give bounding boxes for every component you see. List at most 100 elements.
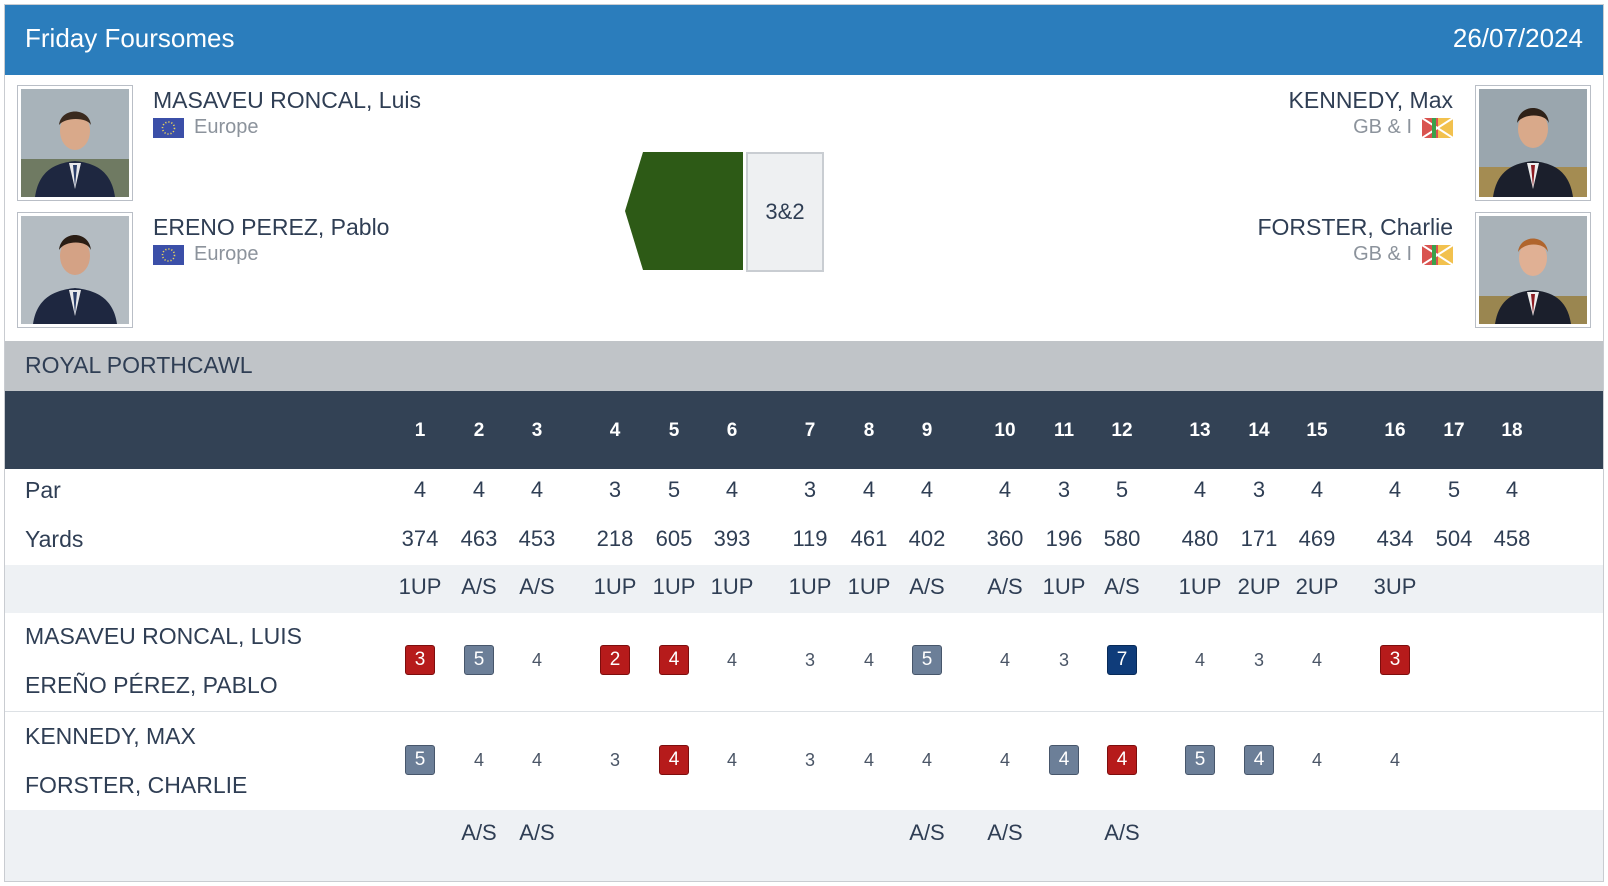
match-status-value: 1UP (1042, 574, 1086, 599)
row-divider (5, 711, 1603, 712)
par-value: 4 (920, 477, 934, 502)
player-photo-masaveu[interactable] (17, 85, 133, 201)
par-value: 4 (862, 477, 876, 502)
result-arrow-icon (625, 152, 743, 270)
score-value: 2 (600, 645, 630, 675)
match-status-value: 1UP (398, 574, 442, 599)
player-portrait-icon (21, 216, 129, 324)
team1-hole-score: 4 (507, 643, 567, 677)
match-status-value: 1UP (652, 574, 696, 599)
player-photo-ereno[interactable] (17, 212, 133, 328)
player-team: Europe (153, 243, 259, 266)
holes-header: 1 2 3 4 5 6 7 8 9 10 11 12 13 14 15 16 17 18 (5, 391, 1603, 469)
par-value: 3 (803, 477, 817, 502)
score-value: 4 (659, 645, 689, 675)
match-status-value: 3UP (1373, 574, 1417, 599)
team1-hole-score: 3 (390, 643, 450, 677)
team1-player-2: EREÑO PÉREZ, PABLO (25, 672, 278, 698)
match-status-value: 1UP (593, 574, 637, 599)
score-value: 4 (863, 749, 874, 770)
yards-value: 434 (1376, 526, 1414, 551)
yards-value: 171 (1240, 526, 1278, 551)
par-value: 4 (472, 477, 486, 502)
yards-value: 374 (401, 526, 439, 551)
score-value: 4 (863, 649, 874, 670)
team2-hole-score: 4 (507, 743, 567, 777)
yards-label: Yards (25, 526, 84, 552)
yards-value: 469 (1298, 526, 1336, 551)
match-status-value: 1UP (710, 574, 754, 599)
team1-hole-score: 2 (585, 643, 645, 677)
match-status-value: A/S (1104, 574, 1140, 599)
match-status-value: 1UP (1178, 574, 1222, 599)
score-value: 4 (1311, 749, 1322, 770)
score-value: 3 (804, 649, 815, 670)
yards-value: 605 (655, 526, 693, 551)
player-photo-kennedy[interactable] (1475, 85, 1591, 201)
yards-value: 218 (596, 526, 634, 551)
score-value: 3 (1380, 645, 1410, 675)
score-value: 4 (1194, 649, 1205, 670)
course-name: ROYAL PORTHCAWL (25, 352, 253, 378)
team2-hole-score: 4 (644, 743, 704, 777)
team1-hole-score (1482, 643, 1542, 677)
par-label: Par (25, 477, 61, 503)
match-status-bottom-value: A/S (909, 820, 945, 845)
hole-number: 15 (1306, 420, 1328, 441)
player-name[interactable]: FORSTER, Charlie (1257, 214, 1453, 240)
score-value: 4 (726, 749, 737, 770)
score-value: 4 (531, 649, 542, 670)
par-value: 5 (667, 477, 681, 502)
player-team-label: GB & I (1353, 243, 1412, 265)
match-status-value: A/S (519, 574, 555, 599)
player-photo-forster[interactable] (1475, 212, 1591, 328)
gbi-flag-icon (1422, 117, 1453, 138)
yards-value: 461 (850, 526, 888, 551)
team2-hole-score (1482, 743, 1542, 777)
par-value: 4 (998, 477, 1012, 502)
score-value: 4 (473, 749, 484, 770)
team2-hole-score: 4 (449, 743, 509, 777)
player-name[interactable]: KENNEDY, Max (1288, 87, 1453, 113)
player-name[interactable]: ERENO PEREZ, Pablo (153, 214, 390, 240)
team1-hole-score: 3 (780, 643, 840, 677)
player-team-label: GB & I (1353, 116, 1412, 138)
score-value: 7 (1107, 645, 1137, 675)
gbi-flag-icon (1422, 244, 1453, 265)
player-name[interactable]: MASAVEU RONCAL, Luis (153, 87, 421, 113)
team1-hole-score: 3 (1034, 643, 1094, 677)
score-value: 4 (531, 749, 542, 770)
hole-number: 2 (473, 420, 485, 441)
score-value: 3 (609, 749, 620, 770)
team2-hole-score (1424, 743, 1484, 777)
team1-hole-score: 4 (702, 643, 762, 677)
team1-hole-score: 3 (1229, 643, 1289, 677)
team2-hole-score: 3 (780, 743, 840, 777)
team2-hole-score: 4 (839, 743, 899, 777)
score-value: 3 (804, 749, 815, 770)
hole-number: 9 (921, 420, 933, 441)
hole-number: 14 (1248, 420, 1270, 441)
hole-number: 16 (1384, 420, 1406, 441)
team2-hole-score: 4 (1365, 743, 1425, 777)
yards-value: 463 (460, 526, 498, 551)
course-bar: ROYAL PORTHCAWL (5, 341, 1603, 391)
score-value: 5 (912, 645, 942, 675)
par-value: 3 (1252, 477, 1266, 502)
player-team-label: Europe (194, 243, 259, 265)
match-status-row (5, 565, 1603, 613)
match-status-value: 1UP (788, 574, 832, 599)
score-value: 4 (1389, 749, 1400, 770)
team2-player-1: KENNEDY, MAX (25, 723, 196, 749)
par-value: 4 (1388, 477, 1402, 502)
team2-hole-score: 4 (975, 743, 1035, 777)
match-title: Friday Foursomes (25, 23, 235, 53)
hole-number: 12 (1111, 420, 1133, 441)
score-value: 3 (405, 645, 435, 675)
team1-hole-score: 4 (644, 643, 704, 677)
team1-hole-score: 4 (1170, 643, 1230, 677)
yards-value: 360 (986, 526, 1024, 551)
yards-value: 119 (792, 526, 828, 551)
par-value: 4 (725, 477, 739, 502)
hole-number: 1 (414, 420, 426, 441)
